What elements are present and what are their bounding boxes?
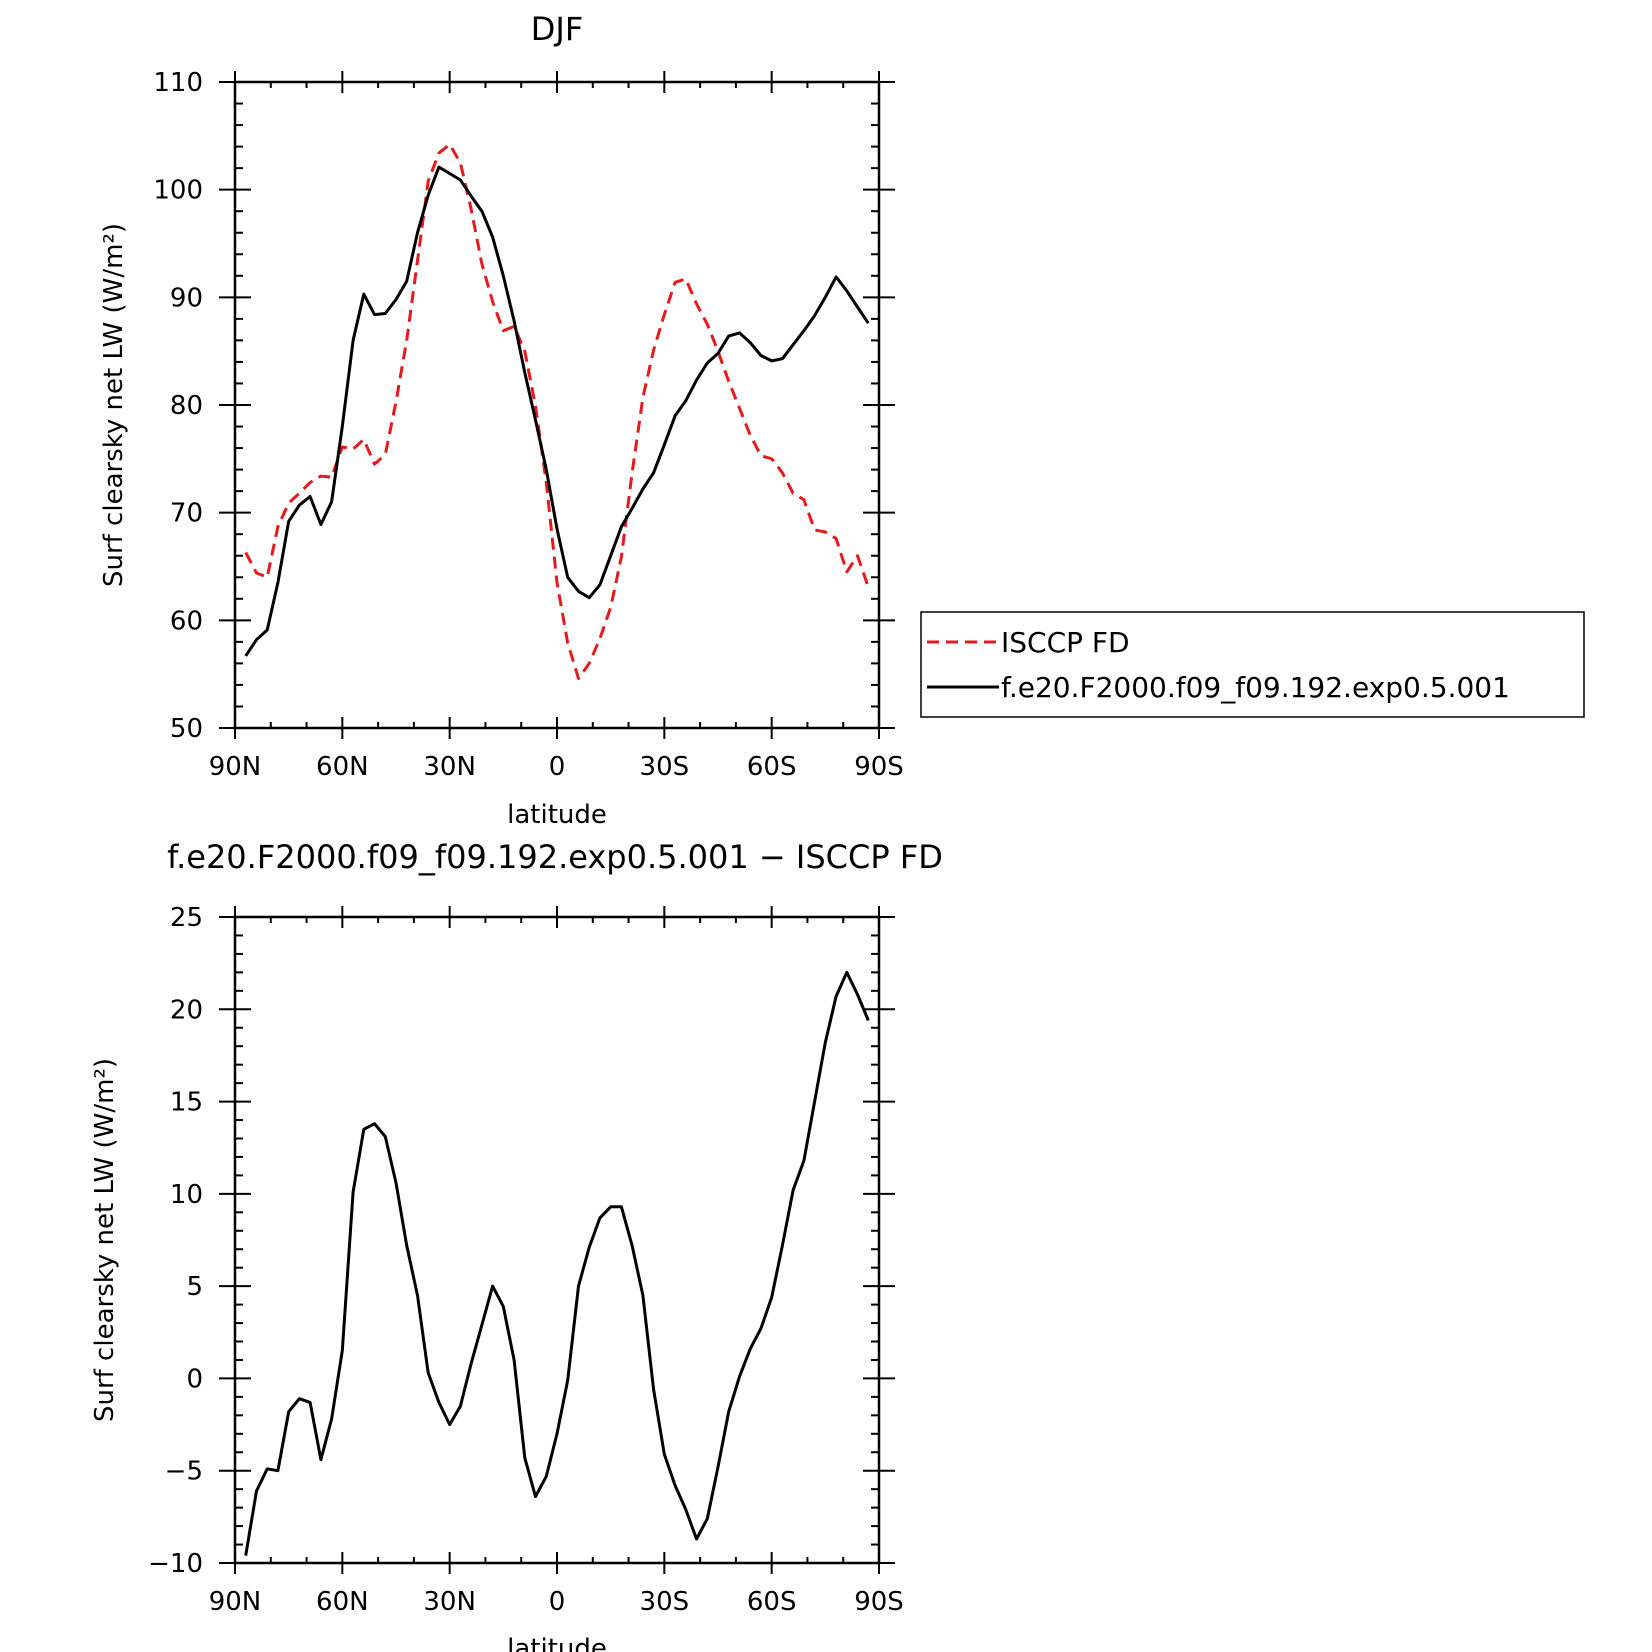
bottom-y-tick-label: 10 [170,1180,203,1210]
top-series-line-2 [244,165,870,657]
bottom-y-tick-label: 25 [170,903,203,933]
top-x-tick-label: 0 [549,752,566,782]
bottom-panel: f.e20.F2000.f09_f09.192.exp0.5.001 − ISC… [90,838,943,1652]
bottom-series-layer [244,970,870,1556]
bottom-y-tick-label: 5 [186,1272,203,1302]
top-y-tick-label: 110 [153,68,203,98]
top-y-tick-label: 90 [170,283,203,313]
bottom-x-axis-title: latitude [507,1634,607,1652]
top-x-tick-label: 90S [854,752,904,782]
bottom-y-tick-label: −10 [148,1549,203,1579]
top-y-tick-label: 50 [170,714,203,744]
bottom-ticks-layer: 90N 60N 30N 0 30S 60S 90S −10 −5 0 5 10 15 20 25 [148,903,904,1617]
top-panel-title: DJF [531,10,583,48]
bottom-panel-title: f.e20.F2000.f09_f09.192.exp0.5.001 − ISC… [167,838,943,876]
bottom-y-tick-label: 0 [186,1364,203,1394]
bottom-x-tick-label: 60N [316,1587,369,1617]
top-y-tick-label: 60 [170,606,203,636]
legend: ISCCP FD f.e20.F2000.f09_f09.192.exp0.5.… [920,611,1585,718]
top-x-tick-label: 30S [640,752,690,782]
top-y-tick-label: 80 [170,391,203,421]
legend-label-isccp: ISCCP FD [1001,626,1130,659]
bottom-x-tick-label: 0 [549,1587,566,1617]
bottom-x-tick-label: 60S [747,1587,797,1617]
top-panel: DJF 90N 60N 30N 0 30S 60S 90S5060708090100110 … [99,10,904,830]
legend-box [920,611,1585,718]
top-x-tick-label: 60N [316,752,369,782]
bottom-series-line-1 [244,970,870,1556]
top-y-axis-title: Surf clearsky net LW (W/m²) [99,223,129,587]
top-x-tick-label: 30N [423,752,476,782]
top-series-layer [244,142,870,680]
top-y-tick-label: 70 [170,499,203,529]
top-series-line-1 [244,142,870,680]
bottom-x-tick-label: 30N [423,1587,476,1617]
top-x-tick-label: 90N [209,752,262,782]
top-plot-frame [233,80,881,730]
bottom-y-tick-label: 15 [170,1088,203,1118]
top-y-tick-label: 100 [153,176,203,206]
bottom-x-tick-label: 90S [854,1587,904,1617]
top-ticks-layer: 90N 60N 30N 0 30S 60S 90S 50 60 70 80 90 100 110 [153,68,903,782]
top-x-tick-label: 60S [747,752,797,782]
bottom-x-tick-label: 30S [640,1587,690,1617]
top-x-axis-title: latitude [507,800,607,830]
bottom-y-tick-label: 20 [170,995,203,1025]
bottom-x-tick-label: 90N [209,1587,262,1617]
legend-label-model: f.e20.F2000.f09_f09.192.exp0.5.001 [1001,671,1510,704]
bottom-y-axis-title: Surf clearsky net LW (W/m²) [90,1058,120,1422]
bottom-y-tick-label: −5 [165,1457,203,1487]
